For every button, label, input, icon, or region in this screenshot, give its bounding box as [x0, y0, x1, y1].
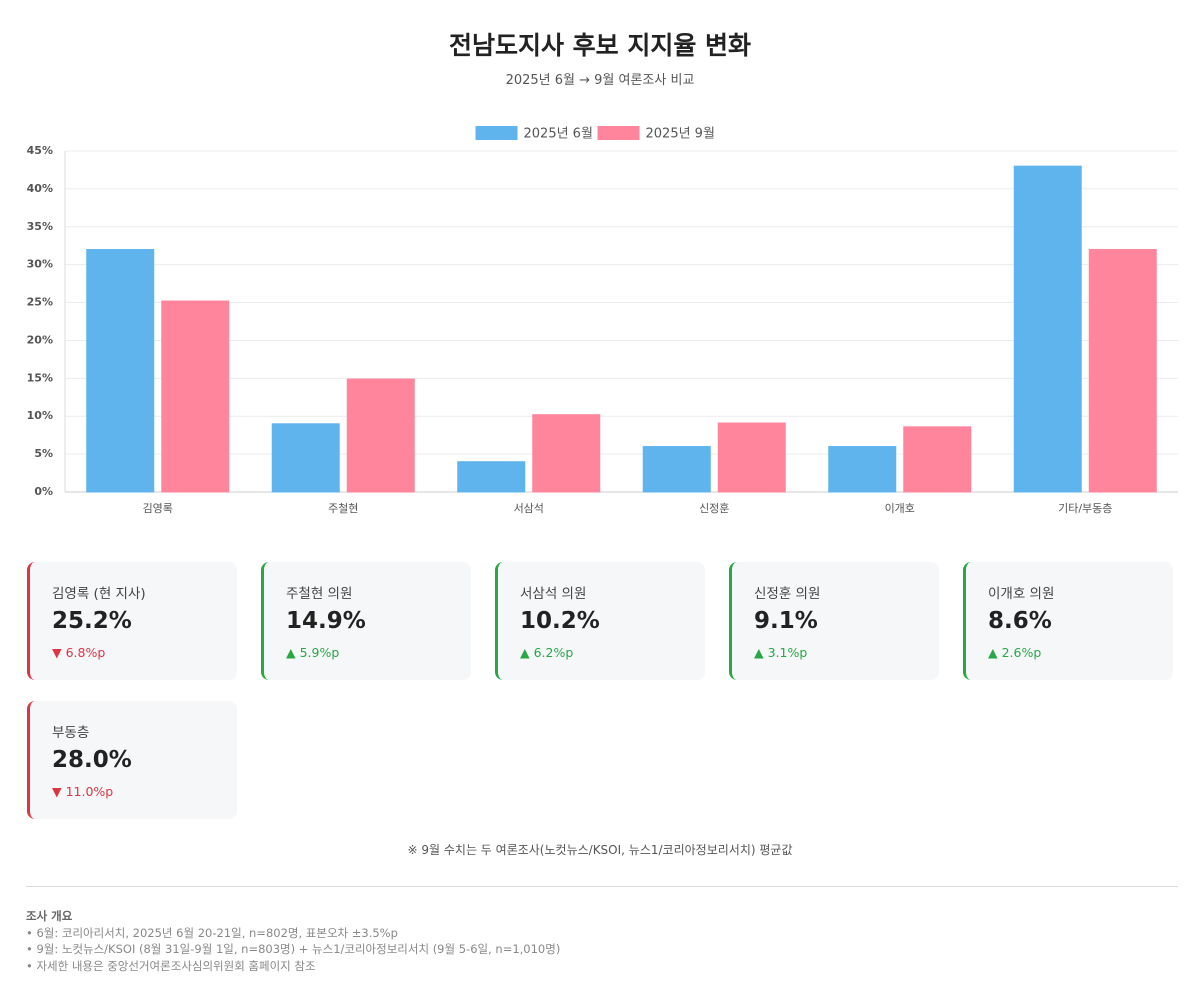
bar — [903, 426, 972, 493]
card-label: 부동층 — [52, 725, 90, 741]
y-tick-label: 30% — [27, 258, 53, 271]
bar — [271, 423, 340, 493]
bar — [346, 378, 415, 493]
card-label: 서삼석 의원 — [520, 586, 587, 602]
bar — [642, 446, 711, 493]
card-change: ▲ 6.2%p — [520, 645, 574, 660]
y-tick-label: 35% — [27, 220, 53, 233]
y-tick-label: 15% — [27, 371, 53, 384]
card-label: 김영록 (현 지사) — [52, 586, 146, 602]
stat-card: 부동층 28.0% ▼ 11.0%p — [27, 701, 237, 819]
survey-item: • 9월: 노컷뉴스/KSOI (8월 31일-9월 1일, n=803명) +… — [26, 942, 561, 956]
survey-item: • 6월: 코리아리서치, 2025년 6월 20-21일, n=802명, 표… — [26, 925, 398, 940]
y-tick-label: 45% — [27, 144, 53, 157]
survey-title: 조사 개요 — [26, 909, 73, 923]
bar — [1013, 165, 1082, 493]
card-value: 14.9% — [286, 608, 366, 634]
card-value: 8.6% — [988, 608, 1052, 634]
legend-label: 2025년 6월 — [524, 127, 593, 142]
card-label: 이개호 의원 — [988, 586, 1055, 602]
bar — [532, 414, 601, 493]
card-value: 9.1% — [754, 608, 818, 634]
bar — [1088, 249, 1157, 493]
card-change: ▼ 11.0%p — [52, 784, 114, 799]
y-tick-label: 5% — [34, 447, 53, 460]
x-tick-label: 이개호 — [885, 502, 915, 515]
bar — [86, 249, 155, 493]
y-tick-label: 20% — [27, 333, 53, 346]
divider — [26, 886, 1178, 887]
stat-card: 이개호 의원 8.6% ▲ 2.6%p — [963, 562, 1173, 680]
card-label: 주철현 의원 — [286, 586, 353, 602]
survey-item: • 자세한 내용은 중앙선거여론조사심의위원회 홈페이지 참조 — [26, 958, 316, 973]
survey-info: 조사 개요 • 6월: 코리아리서치, 2025년 6월 20-21일, n=8… — [26, 908, 560, 974]
x-tick-label: 기타/부동층 — [1058, 502, 1112, 515]
card-value: 25.2% — [52, 608, 132, 634]
card-label: 신정훈 의원 — [754, 586, 821, 602]
y-tick-label: 40% — [27, 182, 53, 195]
footnote: ※ 9월 수치는 두 여론조사(노컷뉴스/KSOI, 뉴스1/코리아정보리서치)… — [407, 843, 793, 857]
card-change: ▲ 3.1%p — [754, 645, 808, 660]
y-tick-label: 0% — [34, 485, 53, 498]
stat-card: 주철현 의원 14.9% ▲ 5.9%p — [261, 562, 471, 680]
x-tick-label: 서삼석 — [514, 502, 544, 515]
legend-swatch — [597, 126, 640, 140]
page-title: 전남도지사 후보 지지율 변화 — [448, 31, 752, 60]
legend-label: 2025년 9월 — [646, 127, 715, 142]
x-tick-label: 김영록 — [143, 502, 173, 515]
card-value: 10.2% — [520, 608, 600, 634]
card-value: 28.0% — [52, 747, 132, 773]
bar — [828, 446, 897, 493]
y-tick-label: 25% — [27, 296, 53, 309]
chart: 0% 5% 10% 15% 20% 25% 30% 35% 40% 45% 2025년 6월 2025… — [27, 126, 1178, 515]
x-tick-label: 신정훈 — [699, 502, 729, 515]
stat-card: 신정훈 의원 9.1% ▲ 3.1%p — [729, 562, 939, 680]
stat-card: 김영록 (현 지사) 25.2% ▼ 6.8%p — [27, 562, 237, 680]
page-subtitle: 2025년 6월 → 9월 여론조사 비교 — [505, 73, 695, 88]
card-change: ▲ 2.6%p — [988, 645, 1042, 660]
stat-card: 서삼석 의원 10.2% ▲ 6.2%p — [495, 562, 705, 680]
card-change: ▼ 6.8%p — [52, 645, 106, 660]
bar — [161, 300, 230, 493]
y-tick-label: 10% — [27, 409, 53, 422]
x-tick-label: 주철현 — [328, 502, 358, 515]
card-change: ▲ 5.9%p — [286, 645, 340, 660]
bar — [457, 461, 526, 493]
legend-swatch — [475, 126, 518, 140]
bar — [717, 422, 786, 493]
